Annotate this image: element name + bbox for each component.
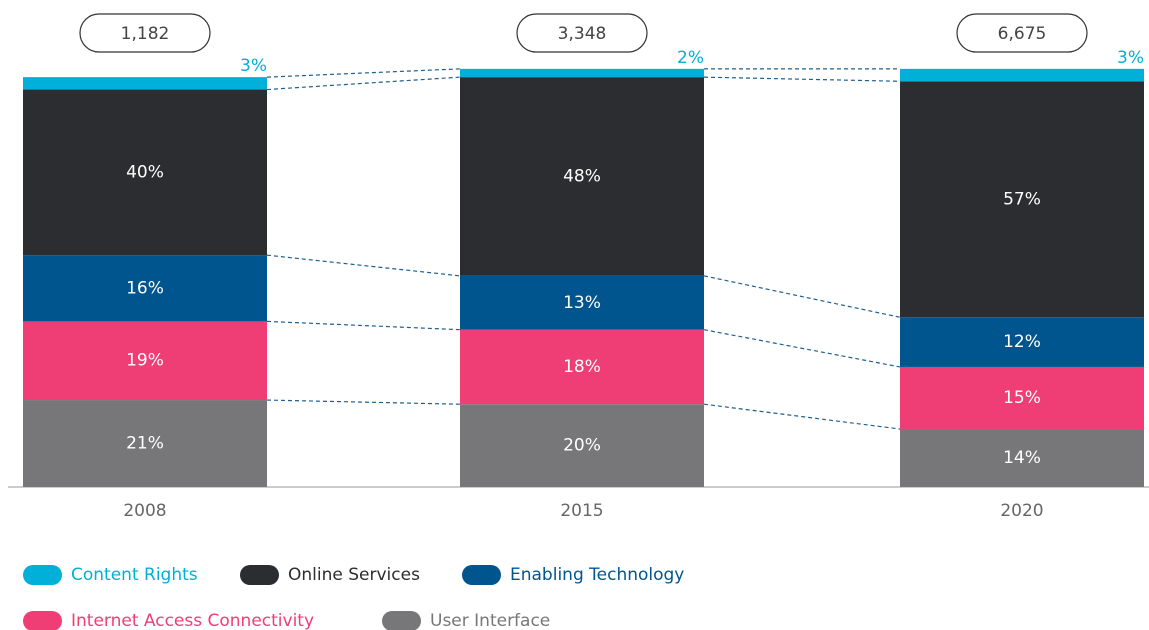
bar-segment	[460, 275, 704, 330]
bar-segment	[900, 81, 1144, 318]
value-label: 13%	[563, 293, 601, 313]
connector	[266, 68, 461, 78]
legend-swatch	[382, 611, 421, 630]
bar-segment	[460, 329, 704, 405]
bar-segment	[460, 68, 704, 78]
connector	[266, 254, 461, 277]
bar-segment	[23, 400, 267, 487]
value-label: 16%	[126, 278, 164, 298]
bar-segment	[23, 89, 267, 256]
value-label: 21%	[126, 434, 164, 454]
connector	[703, 76, 901, 82]
legend-label: Internet Access Connectivity	[71, 611, 314, 630]
total-box	[956, 13, 1088, 53]
value-label: 3%	[240, 56, 267, 76]
legend-swatch	[240, 565, 279, 585]
bar-segment	[900, 317, 1144, 367]
value-label: 40%	[126, 162, 164, 182]
bar-segment	[900, 429, 1144, 487]
connector	[266, 76, 461, 91]
bar-segment	[900, 68, 1144, 82]
value-label: 15%	[1003, 388, 1041, 408]
value-label: 14%	[1003, 448, 1041, 468]
x-tick-label: 2020	[1000, 501, 1043, 521]
bar-segment	[23, 255, 267, 322]
connector	[266, 320, 461, 331]
bar-segment	[460, 77, 704, 276]
connector	[266, 399, 461, 405]
total-box	[79, 13, 211, 53]
bar-segment	[23, 321, 267, 401]
value-label: 48%	[563, 167, 601, 187]
total-label: 3,348	[558, 24, 607, 44]
legend-label: Content Rights	[71, 565, 198, 585]
total-box	[516, 13, 648, 53]
value-label: 57%	[1003, 189, 1041, 209]
connector	[703, 275, 901, 318]
value-label: 19%	[126, 351, 164, 371]
value-label: 20%	[563, 436, 601, 456]
value-label: 18%	[563, 357, 601, 377]
legend-swatch	[23, 565, 62, 585]
legend-label: Enabling Technology	[510, 565, 684, 585]
legend-label: User Interface	[430, 611, 550, 630]
value-label: 3%	[1117, 48, 1144, 68]
bar-segment	[460, 404, 704, 487]
connector	[703, 329, 901, 368]
bar-segment	[23, 77, 267, 90]
legend-swatch	[462, 565, 501, 585]
value-label: 12%	[1003, 332, 1041, 352]
legend-swatch	[23, 611, 62, 630]
x-tick-label: 2015	[560, 501, 603, 521]
x-tick-label: 2008	[123, 501, 166, 521]
total-label: 1,182	[121, 24, 170, 44]
connector	[703, 403, 901, 430]
bar-segment	[900, 366, 1144, 430]
legend-label: Online Services	[288, 565, 420, 585]
total-label: 6,675	[998, 24, 1047, 44]
value-label: 2%	[677, 48, 704, 68]
